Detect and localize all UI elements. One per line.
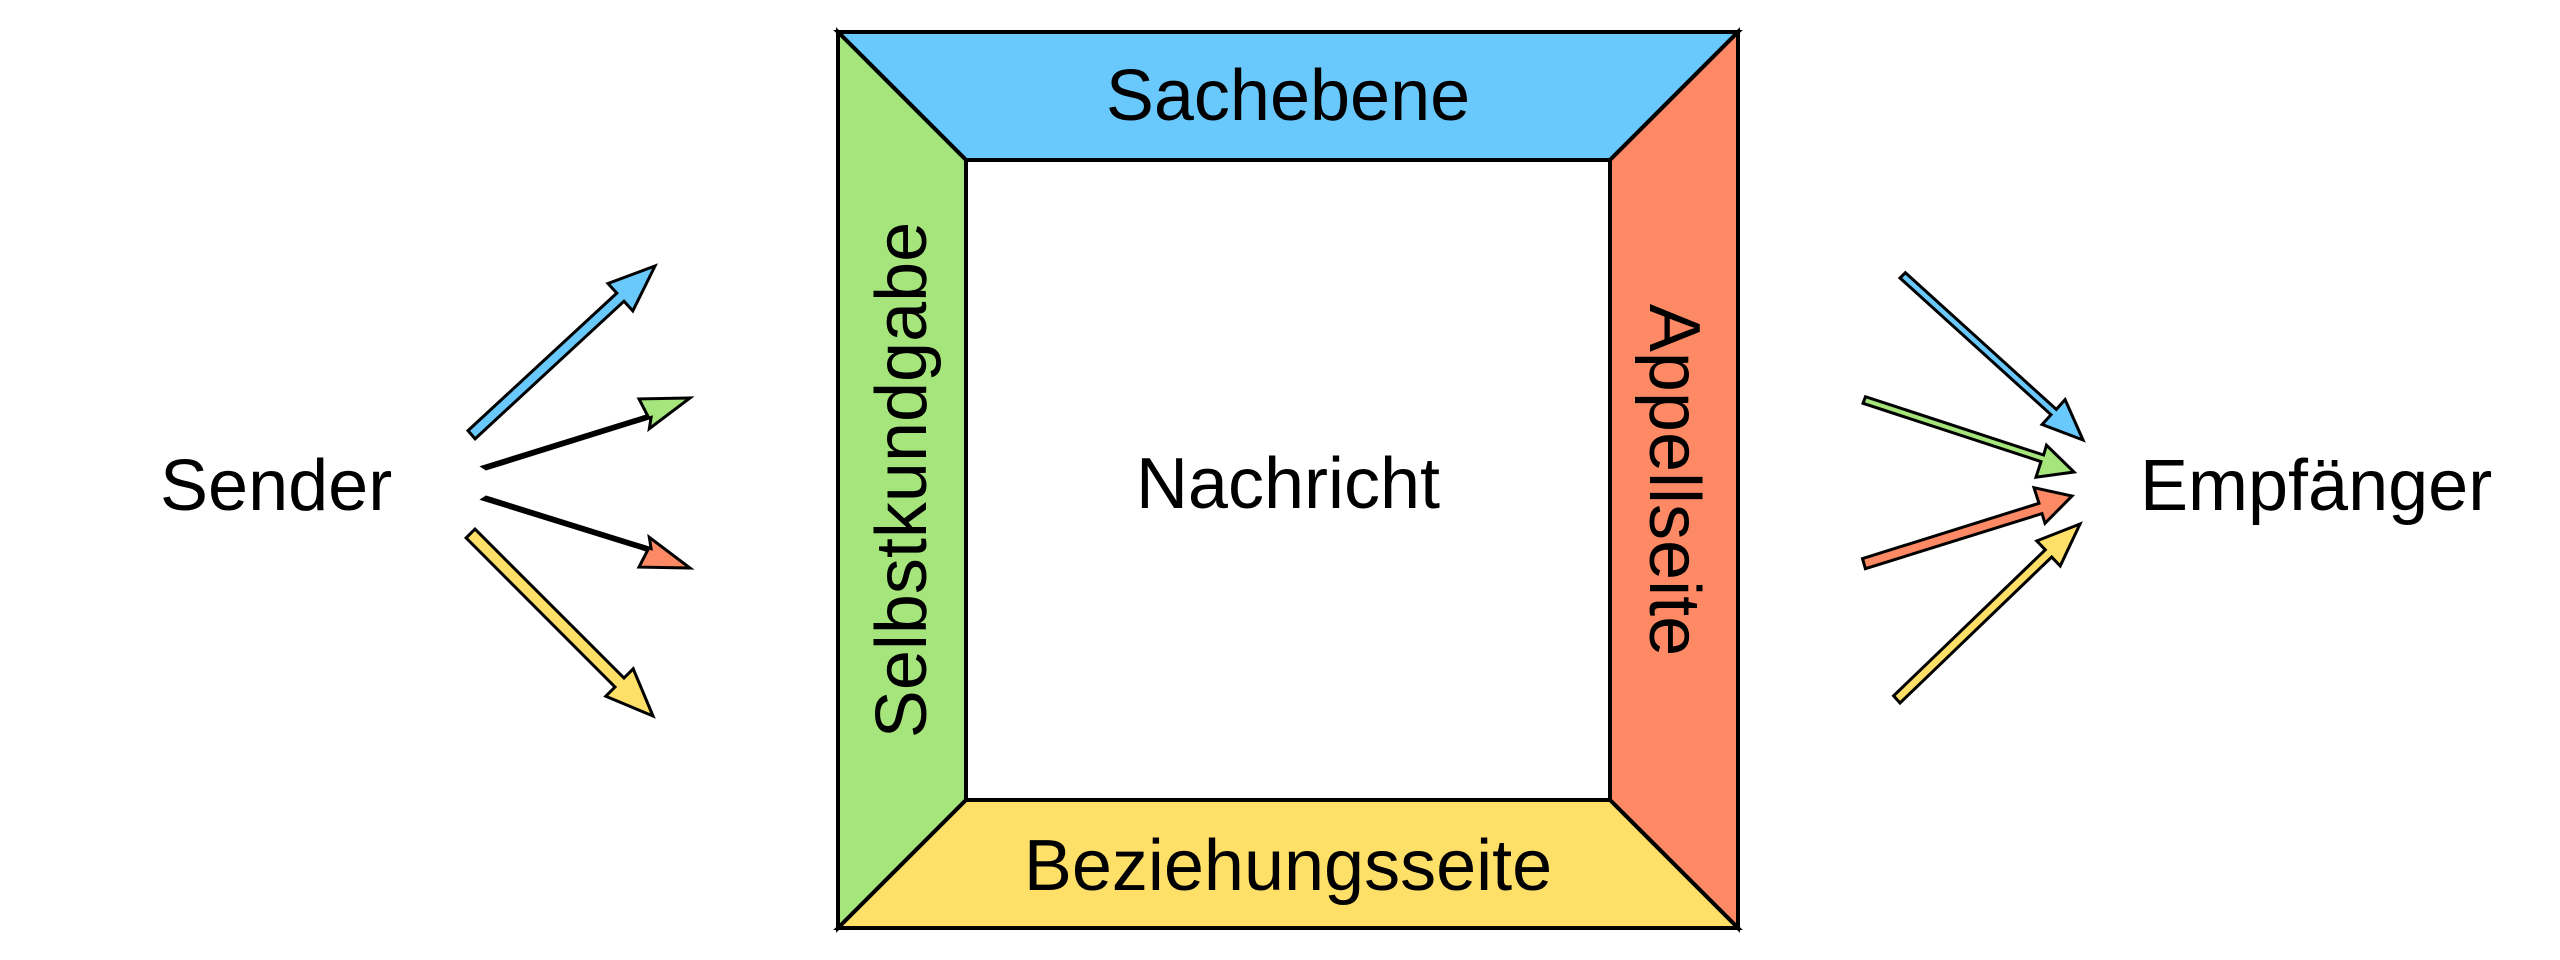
sender-arrow-sachebene bbox=[465, 263, 659, 441]
message-square bbox=[833, 27, 1743, 933]
sender-arrow-selbstkundgabe bbox=[479, 396, 695, 471]
receiver-arrow-sachebene bbox=[1897, 270, 2086, 443]
label-selbstkundgabe: Selbstkundgabe bbox=[862, 222, 942, 738]
sender-arrow-appellseite bbox=[479, 495, 695, 570]
sender-arrow-beziehungsseite bbox=[463, 526, 656, 719]
label-sender: Sender bbox=[160, 446, 392, 526]
label-appellseite: Appellseite bbox=[1634, 304, 1714, 656]
label-empfaenger: Empfänger bbox=[2140, 446, 2492, 526]
receiver-arrow-selbstkundgabe bbox=[1861, 394, 2078, 480]
receiver-arrow-appellseite bbox=[1860, 485, 2075, 571]
label-beziehungsseite: Beziehungsseite bbox=[1024, 826, 1552, 906]
label-sachebene: Sachebene bbox=[1106, 56, 1470, 136]
receiver-arrows bbox=[1860, 270, 2086, 706]
center-area bbox=[964, 158, 1612, 802]
receiver-arrow-beziehungsseite bbox=[1891, 521, 2083, 706]
label-nachricht: Nachricht bbox=[1136, 444, 1440, 524]
sender-arrows bbox=[463, 263, 695, 719]
